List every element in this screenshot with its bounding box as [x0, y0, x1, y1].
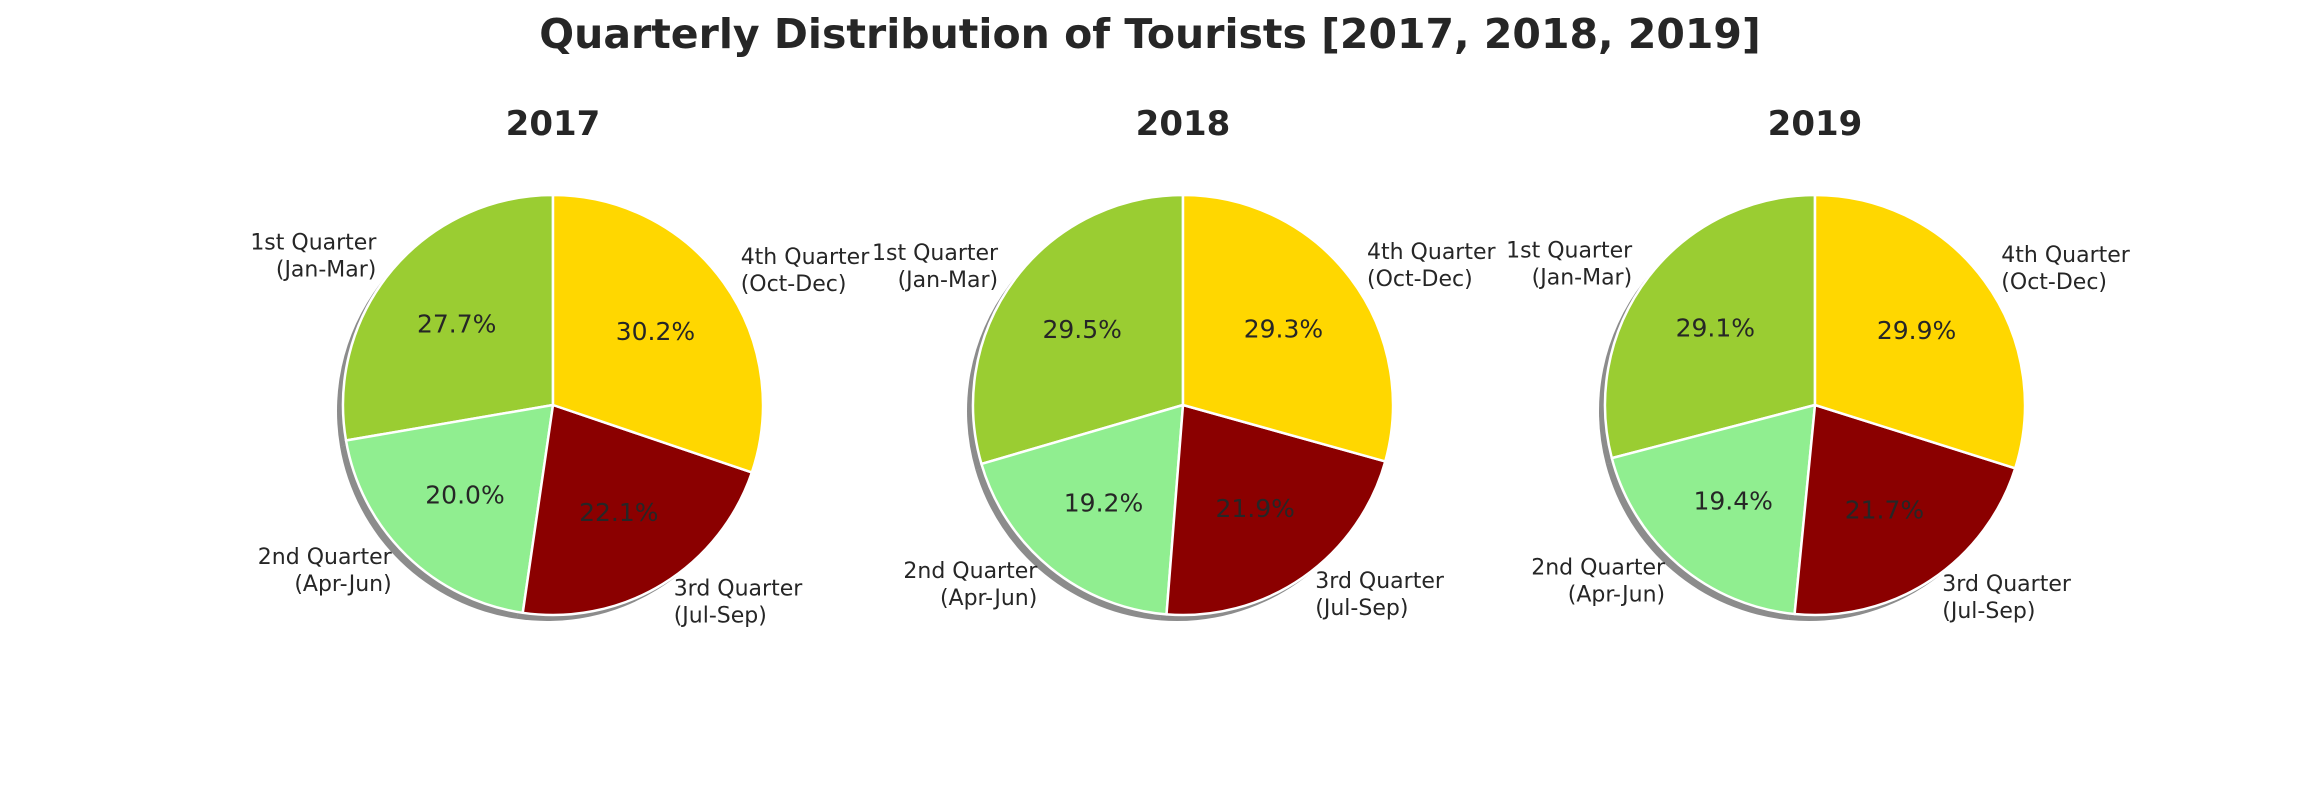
pie-pct-label: 21.7% [1845, 496, 1924, 525]
pie-wedge-4 [1181, 193, 1395, 463]
pie-category-label: 4th Quarter (Oct-Dec) [1367, 239, 1497, 291]
pie-category-label: 2nd Quarter (Apr-Jun) [1531, 555, 1666, 607]
pie-category-label: 2nd Quarter (Apr-Jun) [258, 544, 393, 596]
pie-wedge-3 [1793, 403, 2017, 617]
pie-category-label: 1st Quarter (Jan-Mar) [1506, 238, 1633, 290]
pie-wedge-4 [551, 193, 765, 474]
pie-pct-label: 21.9% [1215, 494, 1294, 523]
pie-category-label: 1st Quarter (Jan-Mar) [872, 241, 999, 293]
pie-pct-label: 19.4% [1693, 486, 1772, 515]
pie-category-label: 1st Quarter (Jan-Mar) [250, 230, 377, 282]
pie-wedge-1 [971, 193, 1185, 466]
pie-pct-label: 29.1% [1676, 314, 1755, 343]
pie-category-label: 2nd Quarter (Apr-Jun) [903, 558, 1038, 610]
pie-wedge-3 [521, 403, 754, 617]
pie-category-label: 3rd Quarter (Jul-Sep) [674, 576, 804, 628]
pie-wedge-1 [341, 193, 555, 442]
pie-category-label: 4th Quarter (Oct-Dec) [2001, 243, 2131, 295]
pie-category-label: 3rd Quarter (Jul-Sep) [1315, 568, 1445, 620]
pie-pct-label: 29.3% [1244, 314, 1323, 343]
pie-chart-2019: 2019 29.1% 1st Quarter (Jan-Mar) 19.4% 2nd Qu… [1506, 104, 2131, 624]
figure-title: Quarterly Distribution of Tourists [2017… [539, 10, 1760, 58]
pie-wedge-2 [344, 403, 555, 615]
pie-chart-2018: 2018 29.5% 1st Quarter (Jan-Mar) 19.2% 2nd Qu… [872, 104, 1497, 621]
pie-pct-label: 30.2% [616, 317, 695, 346]
pie-category-label: 4th Quarter (Oct-Dec) [741, 244, 871, 296]
pie-chart-2017: 2017 27.7% 1st Quarter (Jan-Mar) 20.0% 2nd Qu… [250, 104, 870, 628]
pie-pct-label: 29.9% [1877, 316, 1956, 345]
pie-pct-label: 19.2% [1064, 488, 1143, 517]
pie-wedge-3 [1165, 403, 1387, 617]
pie-pct-label: 27.7% [417, 309, 496, 338]
pie-wedge-2 [1610, 403, 1817, 616]
pie-title-2019: 2019 [1768, 104, 1863, 144]
pie-wedge-4 [1813, 193, 2027, 470]
pie-pct-label: 20.0% [425, 481, 504, 510]
pie-title-2017: 2017 [506, 104, 601, 144]
pie-wedge-2 [980, 403, 1185, 616]
pie-title-2018: 2018 [1136, 104, 1231, 144]
pie-pct-label: 22.1% [579, 498, 658, 527]
pie-pct-label: 29.5% [1042, 315, 1121, 344]
pie-category-label: 3rd Quarter (Jul-Sep) [1942, 572, 2072, 624]
pie-wedge-1 [1603, 193, 1817, 460]
